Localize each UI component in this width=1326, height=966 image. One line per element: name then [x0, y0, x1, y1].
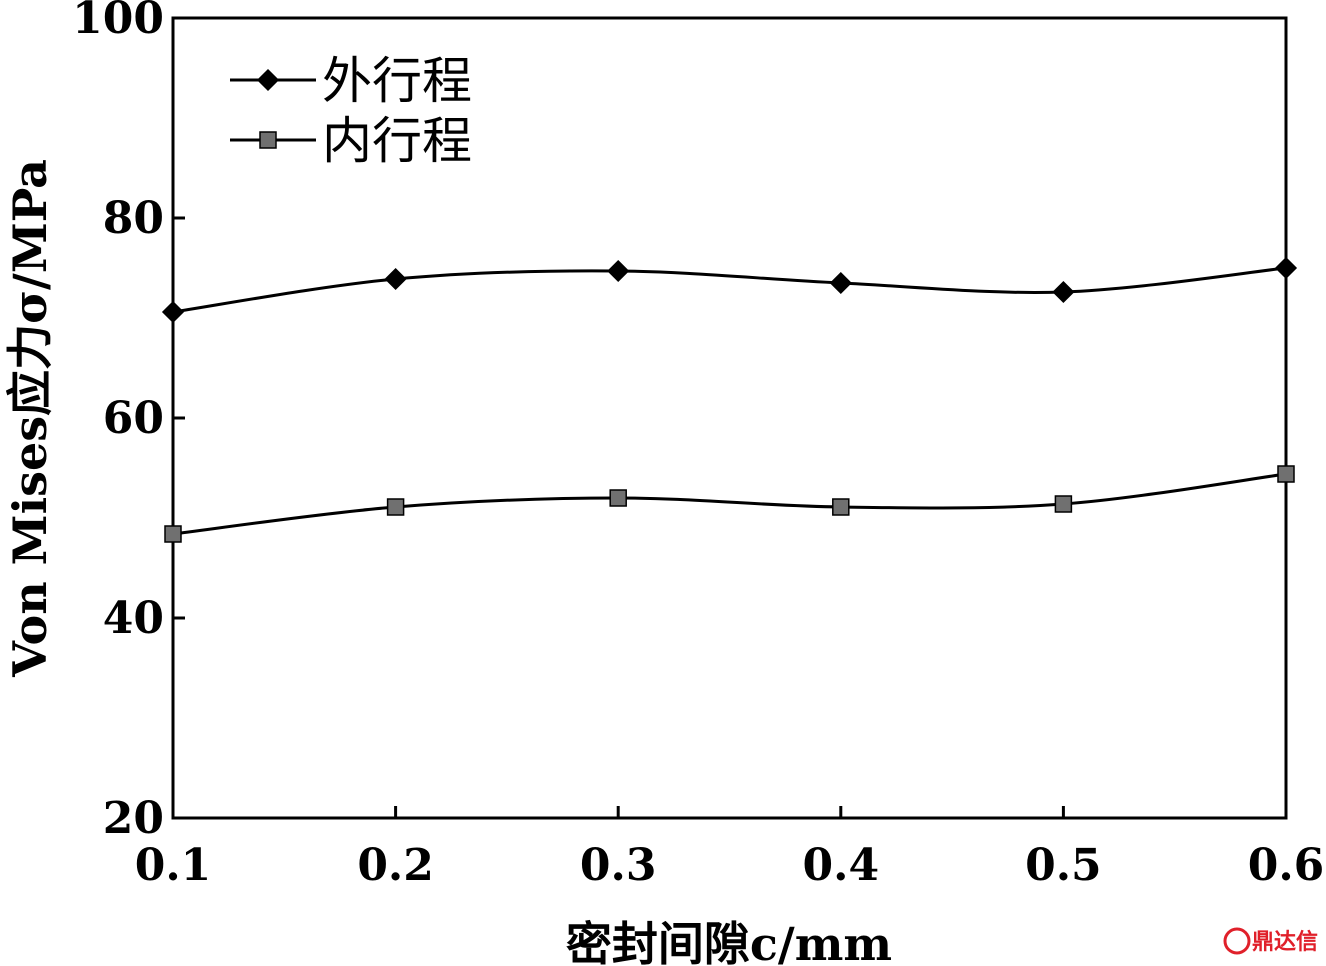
legend-label: 外行程	[322, 52, 472, 110]
legend-label: 内行程	[322, 112, 472, 170]
legend-marker	[256, 68, 280, 92]
data-point-square	[164, 525, 182, 543]
x-tick-label: 0.1	[135, 840, 212, 891]
watermark-text: 鼎达信	[1252, 929, 1318, 955]
x-tick-label: 0.4	[803, 840, 880, 891]
y-tick-label: 60	[103, 393, 164, 444]
watermark-logo-icon	[1223, 927, 1251, 955]
data-point-diamond	[607, 259, 630, 283]
data-point-diamond	[1274, 256, 1298, 280]
watermark: 鼎达信	[1223, 927, 1318, 955]
series-1	[161, 256, 1298, 324]
legend-marker	[259, 131, 277, 149]
data-point-diamond	[829, 271, 852, 295]
data-point-square	[386, 498, 405, 516]
y-tick-label: 40	[103, 593, 164, 644]
series-line	[172, 472, 1287, 536]
data-point-square	[1277, 465, 1295, 483]
series-line	[172, 266, 1287, 314]
x-tick-label: 0.5	[1025, 840, 1102, 891]
x-tick-label: 0.3	[580, 840, 657, 891]
x-axis-title: 密封间隙c/mm	[566, 917, 892, 966]
y-tick-label: 80	[103, 193, 164, 244]
y-tick-label: 20	[103, 793, 164, 844]
series-layer	[161, 256, 1298, 543]
data-point-diamond	[384, 267, 407, 291]
data-point-square	[1054, 495, 1073, 513]
data-point-diamond	[161, 300, 185, 324]
series-2	[164, 465, 1295, 543]
data-point-diamond	[1052, 280, 1075, 304]
y-tick-label: 100	[72, 0, 164, 44]
x-tick-label: 0.6	[1248, 840, 1325, 891]
data-point-square	[609, 489, 627, 507]
legend-entry: 外行程	[230, 52, 472, 110]
legend-entry: 内行程	[230, 112, 472, 170]
y-axis-title: Von Mises应力σ/MPa	[3, 159, 57, 678]
x-tick-label: 0.2	[357, 840, 434, 891]
data-point-square	[832, 498, 850, 516]
axis-ticks: 0.1 0.2 0.3 0.4 0.5 0.6 20 40 60 80 100	[72, 0, 1324, 891]
